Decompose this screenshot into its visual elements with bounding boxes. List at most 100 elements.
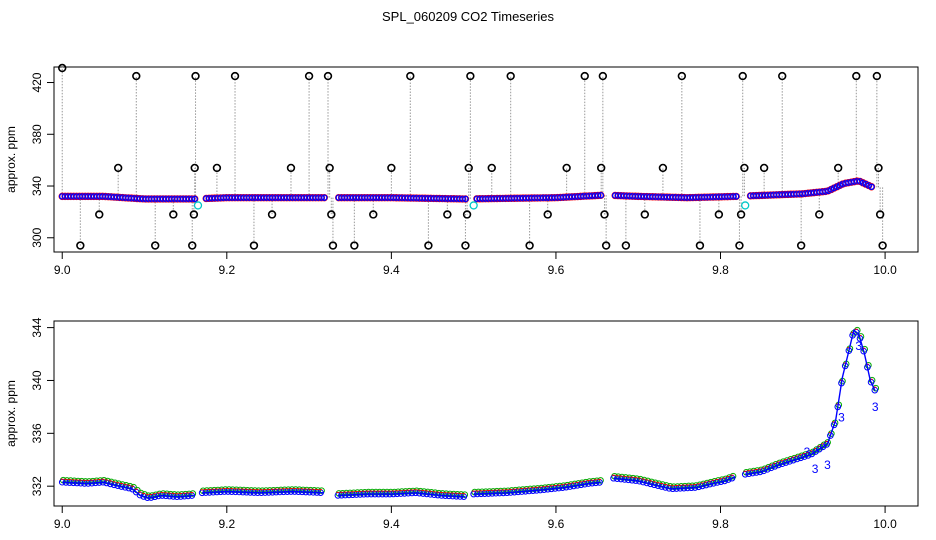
outlier-point [600, 210, 609, 219]
point-label: 3 [812, 462, 819, 476]
highlight-point [469, 201, 478, 210]
y-tick-label: 380 [30, 124, 44, 144]
outlier-point [833, 163, 843, 173]
outlier-point [249, 241, 259, 250]
series-point [594, 192, 602, 199]
outlier-point [230, 71, 240, 81]
point-label: 3 [872, 400, 879, 414]
outlier-point [325, 163, 334, 173]
y-tick-label: 420 [30, 72, 44, 92]
series-point [321, 194, 328, 201]
outlier-point [113, 163, 123, 173]
outlier-point [796, 241, 806, 250]
outlier-point [462, 210, 472, 219]
outlier-point [304, 71, 314, 81]
highlight-point [193, 201, 203, 210]
outlier-point [151, 241, 160, 250]
outlier-point [759, 163, 769, 173]
y-axis-label: approx. ppm [4, 380, 18, 447]
series-point [868, 183, 875, 191]
outlier-point [695, 241, 705, 250]
figure-title: SPL_060209 CO2 Timeseries [382, 9, 554, 24]
outlier-point [369, 210, 378, 219]
series-point [462, 195, 469, 203]
outlier-point [132, 71, 141, 81]
y-tick-label: 340 [30, 176, 44, 196]
x-tick-label: 9.8 [712, 517, 729, 531]
outlier-point [506, 71, 515, 81]
outlier-point [212, 163, 222, 173]
outlier-point [323, 71, 333, 81]
x-tick-label: 9.4 [383, 263, 400, 277]
outlier-point [596, 163, 606, 173]
outlier-point [580, 71, 589, 81]
outlier-point [525, 241, 534, 250]
y-tick-label: 332 [30, 476, 44, 496]
outlier-point [464, 163, 473, 173]
outlier-point [740, 163, 749, 173]
outlier-point [815, 210, 824, 219]
series-point [729, 193, 737, 200]
x-tick-label: 9.2 [218, 517, 235, 531]
outlier-point [76, 241, 85, 250]
outlier-point [874, 163, 883, 173]
point-label: 3 [804, 445, 811, 459]
outlier-point [852, 71, 861, 81]
y-tick-label: 336 [30, 423, 44, 443]
outlier-point [328, 241, 338, 250]
outlier-point [487, 163, 496, 173]
outlier-point [188, 241, 197, 250]
outlier-point [443, 210, 452, 219]
series-line [202, 490, 324, 494]
bottom-panel: 9.0 9.2 9.4 9.6 9.8 10.0 332 336 340 344 approx. p… [4, 317, 919, 531]
outlier-point [778, 71, 787, 81]
highlight-point [741, 201, 750, 210]
outlier-point [387, 163, 396, 173]
series-point [597, 192, 605, 199]
x-tick-label: 9.0 [54, 263, 71, 277]
outlier-point [735, 241, 744, 250]
y-tick-label: 344 [30, 317, 44, 337]
outlier-point [190, 163, 199, 173]
outlier-point [461, 241, 470, 250]
outlier-point [189, 210, 199, 219]
y-tick-label: 340 [30, 370, 44, 390]
top-panel: 9.0 9.2 9.4 9.6 9.8 10.0 300 340 380 420 approx. p… [4, 63, 919, 277]
outlier-point [424, 241, 433, 250]
x-tick-label: 10.0 [873, 517, 897, 531]
series-point [459, 195, 466, 203]
outlier-point [598, 71, 608, 81]
outlier-point [621, 241, 631, 250]
outlier-point [191, 71, 200, 81]
outlier-point [406, 71, 415, 81]
outlier-point [658, 163, 668, 173]
x-tick-label: 9.0 [54, 517, 71, 531]
series-line [745, 328, 876, 475]
outlier-point [562, 163, 571, 173]
series-point [191, 195, 199, 203]
point-label: 3 [838, 410, 845, 424]
series-line [337, 492, 466, 498]
outlier-point [466, 71, 475, 81]
outlier-point [58, 63, 67, 73]
y-axis-label: approx. ppm [4, 126, 18, 193]
series-line [473, 481, 602, 495]
outlier-point [286, 163, 296, 173]
outlier-point [640, 210, 650, 219]
x-tick-label: 9.4 [383, 517, 400, 531]
plot-frame [53, 320, 919, 507]
plot-frame [53, 66, 919, 253]
series-line [62, 481, 194, 499]
outlier-point [95, 210, 104, 219]
outlier-point [875, 210, 885, 219]
x-tick-label: 9.6 [548, 517, 565, 531]
outlier-point [738, 71, 747, 81]
outlier-point [267, 210, 277, 219]
outlier-point [878, 241, 887, 250]
outlier-point [169, 210, 178, 219]
point-label: 3 [824, 458, 831, 472]
x-tick-label: 9.8 [712, 263, 729, 277]
series-point [188, 195, 196, 203]
point-label: 3 [855, 339, 862, 353]
